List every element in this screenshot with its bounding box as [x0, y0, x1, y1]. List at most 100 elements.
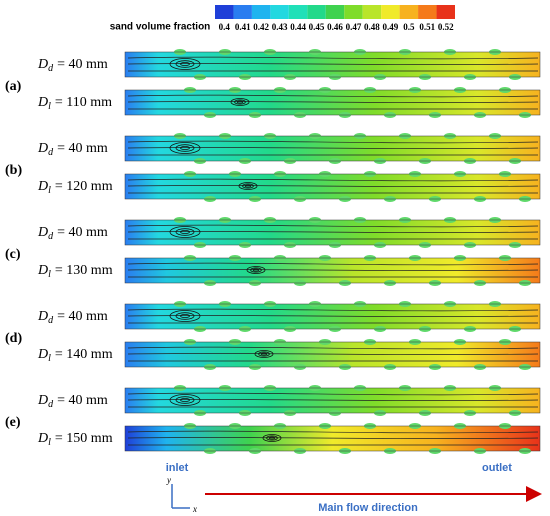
colorbar-title: sand volume fraction	[110, 22, 211, 33]
panel-label: (a)	[5, 79, 22, 94]
streamline	[127, 70, 539, 72]
vortex	[254, 350, 274, 358]
colorbar-swatch	[436, 5, 455, 19]
vortex	[230, 98, 250, 106]
vortex	[260, 352, 268, 356]
outlet-label: outlet	[482, 462, 512, 474]
streamline	[127, 353, 539, 355]
value: = 150 mm	[55, 431, 113, 446]
vortex	[180, 61, 190, 67]
colorbar-tick: 0.49	[383, 22, 399, 32]
vortex	[175, 60, 195, 68]
streamline	[127, 147, 539, 149]
contour-strip	[124, 171, 541, 202]
colorbar-swatch	[381, 5, 400, 19]
streamline	[127, 94, 539, 98]
contour-strip	[124, 385, 541, 416]
panel-label: (e)	[5, 415, 21, 430]
streamline	[127, 406, 539, 408]
subscript: d	[48, 315, 54, 326]
value: = 40 mm	[57, 57, 108, 72]
streamline	[127, 360, 539, 362]
colorbar-tick: 0.45	[309, 22, 325, 32]
colorbar-swatch	[233, 5, 252, 19]
streamline	[127, 346, 539, 350]
colorbar-swatch	[215, 5, 234, 19]
streamline	[127, 269, 539, 271]
value: = 130 mm	[55, 263, 113, 278]
streamline	[127, 392, 539, 396]
colorbar-swatch	[362, 5, 382, 19]
colorbar-swatch	[399, 5, 419, 19]
pipe-outline	[124, 173, 541, 200]
vortex	[250, 267, 262, 273]
panel-label: (b)	[5, 163, 22, 178]
pipe-outline	[124, 51, 541, 78]
value: = 120 mm	[55, 179, 113, 194]
symbol: D	[37, 57, 48, 72]
vortex	[252, 268, 260, 272]
streamline	[127, 437, 539, 439]
vortex	[175, 396, 195, 404]
value: = 140 mm	[55, 347, 113, 362]
streamline	[127, 315, 539, 317]
vortex	[242, 183, 254, 189]
contour-strip	[124, 301, 541, 332]
symbol: D	[37, 225, 48, 240]
colorbar-tick: 0.52	[438, 22, 454, 32]
pipe-outline	[124, 89, 541, 116]
vortex	[268, 436, 276, 440]
vortex	[266, 435, 278, 441]
symbol: D	[37, 141, 48, 156]
streamline	[127, 63, 539, 65]
pipe-outline	[124, 387, 541, 414]
streamline	[127, 101, 539, 103]
colorbar-tick: 0.46	[327, 22, 343, 32]
colorbar-swatch	[288, 5, 308, 19]
vortex	[180, 145, 190, 151]
diameter-label: Dl = 140 mm	[37, 347, 113, 364]
symbol: D	[37, 309, 48, 324]
diameter-label: Dl = 110 mm	[37, 95, 112, 112]
vortex	[180, 313, 190, 319]
flow-label: Main flow direction	[318, 502, 418, 514]
value: = 40 mm	[57, 225, 108, 240]
panel-label: (d)	[5, 331, 22, 346]
colorbar-tick: 0.48	[364, 22, 380, 32]
value: = 40 mm	[57, 141, 108, 156]
diameter-label: Dd = 40 mm	[37, 309, 108, 326]
value: = 110 mm	[55, 95, 112, 110]
streamline	[127, 399, 539, 401]
colorbar-swatch	[307, 5, 326, 19]
vortex	[238, 182, 258, 190]
streamline	[127, 444, 539, 446]
subscript: l	[48, 269, 51, 280]
vortex	[258, 351, 270, 357]
streamline	[127, 430, 539, 434]
streamline	[127, 178, 539, 182]
colorbar-swatch	[344, 5, 363, 19]
vortex	[236, 100, 244, 104]
colorbar-tick: 0.43	[272, 22, 288, 32]
vortex	[180, 229, 190, 235]
vortex	[234, 99, 246, 105]
vortex	[169, 394, 201, 406]
streamline	[127, 308, 539, 312]
axis-x: x	[192, 504, 197, 514]
symbol: D	[37, 179, 48, 194]
symbol: D	[37, 347, 48, 362]
diameter-label: Dd = 40 mm	[37, 225, 108, 242]
pipe-outline	[124, 257, 541, 284]
subscript: d	[48, 399, 54, 410]
diameter-label: Dd = 40 mm	[37, 141, 108, 158]
vortex	[180, 397, 190, 403]
colorbar-swatch	[270, 5, 289, 19]
streamline	[127, 108, 539, 110]
value: = 40 mm	[57, 309, 108, 324]
colorbar-swatch	[418, 5, 437, 19]
contour-strip	[124, 49, 541, 80]
pipe-outline	[124, 341, 541, 368]
colorbar-swatch	[325, 5, 345, 19]
vortex	[169, 58, 201, 70]
diameter-label: Dl = 150 mm	[37, 431, 113, 448]
